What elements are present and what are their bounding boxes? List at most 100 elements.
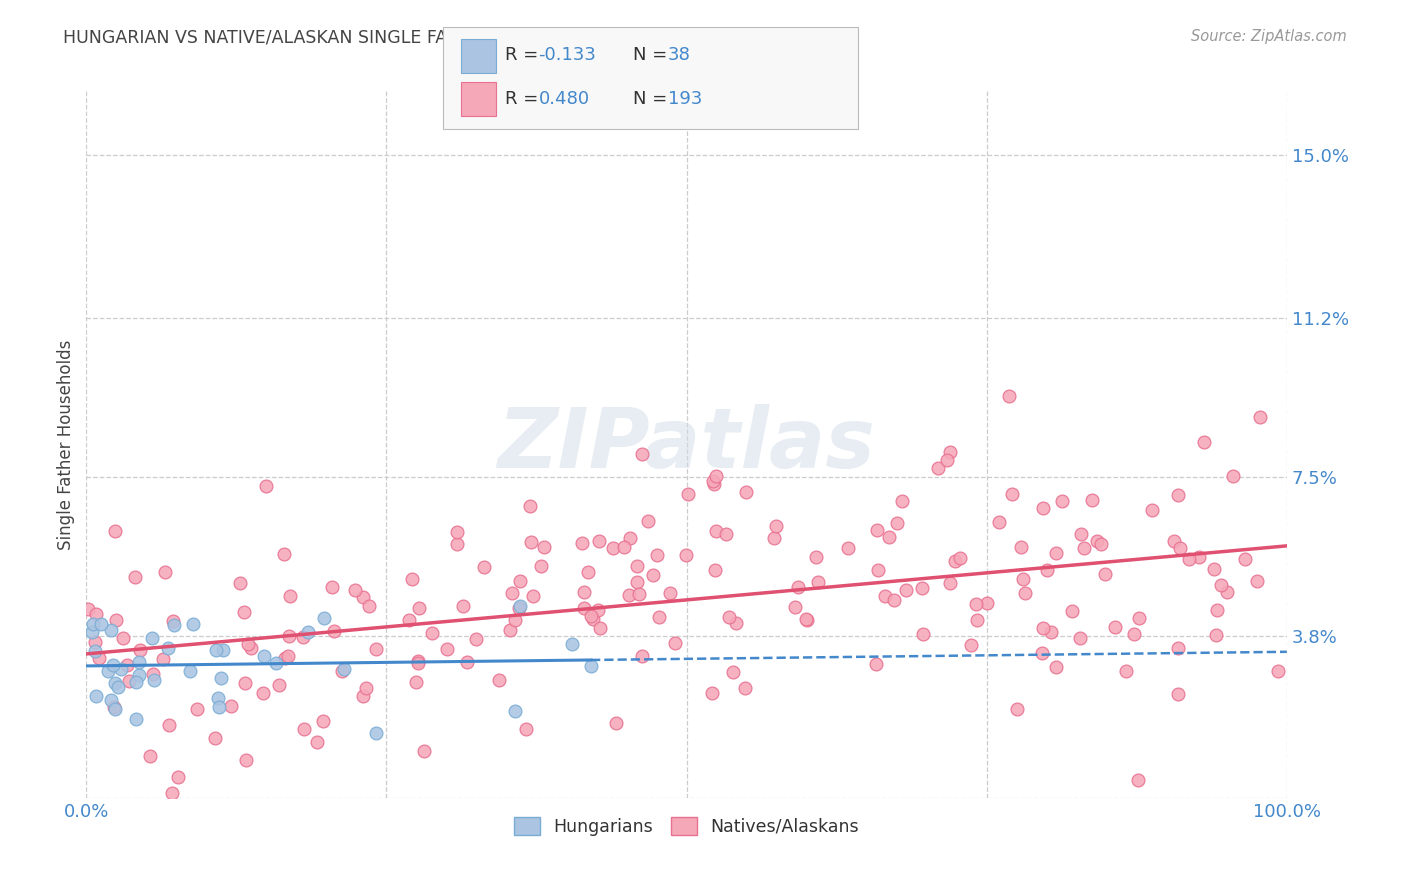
Point [90, 616, 112, 631]
Point [626, 575, 648, 590]
Point [588, 603, 610, 617]
Point [160, 786, 183, 800]
Point [252, 686, 274, 700]
Point [110, 662, 132, 676]
Point [676, 486, 699, 500]
Point [619, 532, 641, 546]
Point [786, 580, 808, 594]
Point [582, 611, 605, 625]
Point [721, 665, 744, 679]
Point [873, 590, 896, 604]
Point [420, 626, 443, 640]
Point [503, 704, 526, 718]
Point [605, 716, 627, 731]
Point [765, 519, 787, 533]
Point [865, 657, 887, 672]
Point [725, 615, 748, 630]
Point [1115, 664, 1137, 678]
Text: N =: N = [633, 90, 672, 108]
Point [107, 681, 129, 695]
Point [398, 613, 420, 627]
Point [278, 589, 301, 603]
Point [163, 617, 186, 632]
Point [949, 551, 972, 566]
Point [124, 570, 146, 584]
Point [413, 743, 436, 757]
Point [236, 637, 259, 651]
Point [631, 446, 654, 460]
Point [254, 479, 277, 493]
Text: 38: 38 [668, 46, 690, 64]
Text: 193: 193 [668, 90, 702, 108]
Point [211, 643, 233, 657]
Point [617, 588, 640, 602]
Point [734, 681, 756, 695]
Point [204, 731, 226, 745]
Point [1216, 585, 1239, 599]
Point [321, 580, 343, 594]
Point [1194, 434, 1216, 449]
Point [1014, 586, 1036, 600]
Point [142, 667, 165, 681]
Point [1233, 552, 1256, 566]
Point [579, 659, 602, 673]
Point [936, 452, 959, 467]
Point [125, 713, 148, 727]
Point [209, 671, 232, 685]
Point [274, 651, 297, 665]
Point [115, 658, 138, 673]
Point [1069, 631, 1091, 645]
Point [87, 650, 110, 665]
Text: R =: R = [505, 46, 544, 64]
Point [344, 583, 367, 598]
Point [1050, 494, 1073, 508]
Point [1202, 562, 1225, 576]
Point [104, 676, 127, 690]
Point [613, 541, 636, 555]
Point [702, 474, 724, 488]
Point [292, 723, 315, 737]
Point [1081, 493, 1104, 508]
Point [125, 675, 148, 690]
Point [631, 649, 654, 664]
Point [77, 602, 100, 616]
Point [1011, 572, 1033, 586]
Point [1085, 534, 1108, 549]
Point [960, 639, 983, 653]
Point [911, 627, 934, 641]
Point [1209, 578, 1232, 592]
Point [332, 662, 354, 676]
Point [204, 643, 226, 657]
Point [1094, 567, 1116, 582]
Point [807, 575, 830, 590]
Point [472, 559, 495, 574]
Point [152, 652, 174, 666]
Point [235, 753, 257, 767]
Point [1010, 541, 1032, 555]
Point [84, 689, 107, 703]
Point [576, 566, 599, 580]
Point [911, 581, 934, 595]
Point [988, 515, 1011, 529]
Point [522, 589, 544, 603]
Point [456, 655, 478, 669]
Point [446, 524, 468, 539]
Point [1090, 536, 1112, 550]
Point [167, 770, 190, 784]
Point [118, 673, 141, 688]
Point [1128, 611, 1150, 625]
Point [658, 586, 681, 600]
Point [297, 624, 319, 639]
Point [626, 559, 648, 574]
Point [700, 686, 723, 700]
Point [291, 630, 314, 644]
Point [155, 565, 177, 579]
Point [1140, 503, 1163, 517]
Point [239, 640, 262, 655]
Point [307, 734, 329, 748]
Point [943, 554, 966, 568]
Text: R =: R = [505, 90, 544, 108]
Point [100, 693, 122, 707]
Point [647, 548, 669, 562]
Point [208, 700, 231, 714]
